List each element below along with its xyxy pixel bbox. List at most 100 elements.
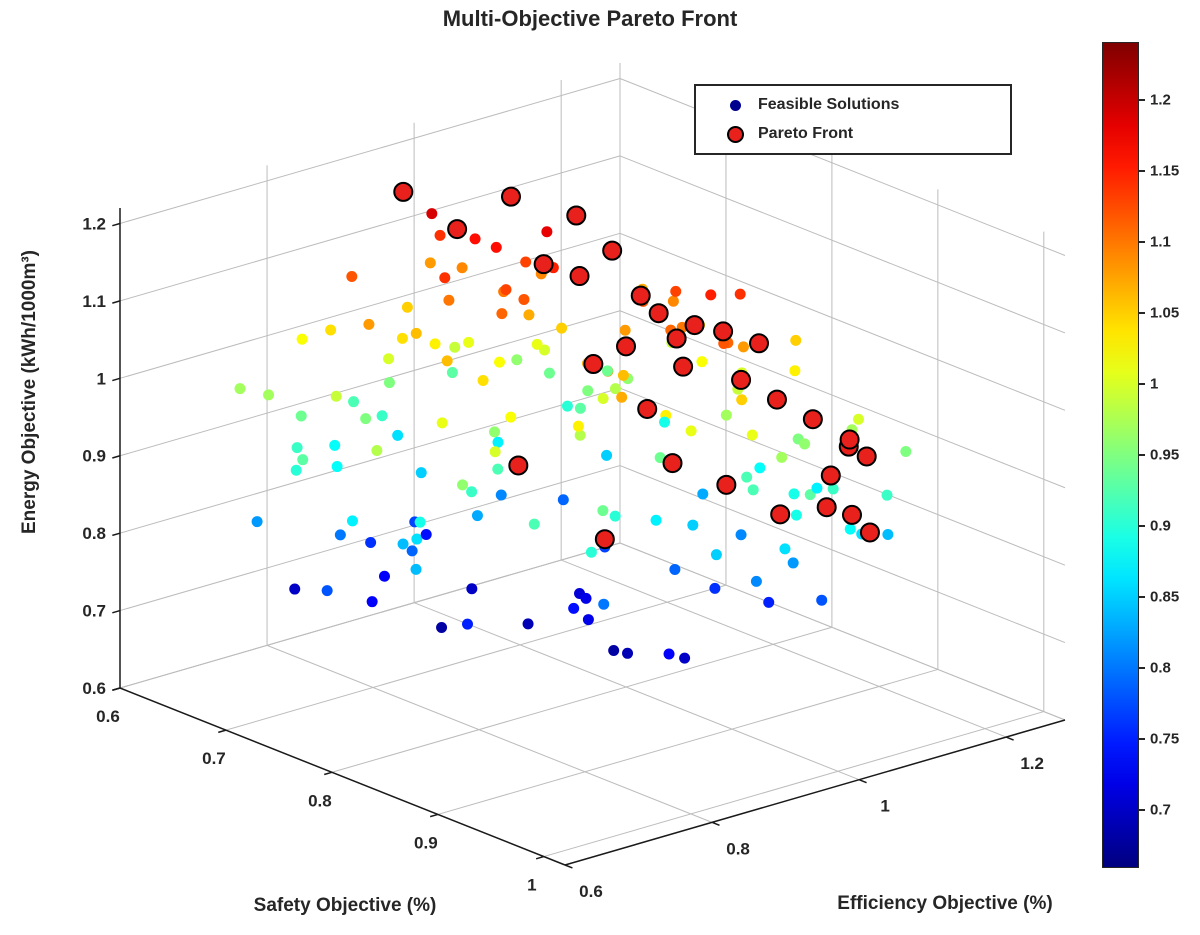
colorbar-tick — [1139, 525, 1145, 528]
scatter-point-feasible — [827, 483, 839, 495]
z-tick — [112, 377, 121, 382]
grid-line-x — [437, 668, 938, 815]
x-axis-line — [119, 687, 566, 866]
y-tick-label: 0.8 — [726, 839, 750, 858]
scatter-point-feasible — [263, 389, 275, 401]
scatter-point-pareto — [602, 240, 623, 261]
scatter-point-pareto — [630, 285, 651, 306]
scatter-point-feasible — [396, 332, 408, 344]
scatter-point-feasible — [429, 338, 441, 350]
box-edge — [619, 542, 1066, 721]
colorbar-tick — [1139, 667, 1145, 670]
scatter-point-pareto — [802, 409, 823, 430]
scatter-point-feasible — [397, 538, 409, 550]
scatter-point-feasible — [710, 549, 722, 561]
scatter-point-feasible — [734, 288, 746, 300]
scatter-point-feasible — [557, 494, 569, 506]
colorbar-tick-label: 1.1 — [1150, 233, 1171, 251]
scatter-point-feasible — [667, 295, 679, 307]
scatter-point-feasible — [334, 529, 346, 541]
z-tick — [112, 222, 121, 227]
scatter-point-feasible — [790, 509, 802, 521]
scatter-point-pareto — [566, 205, 587, 226]
scatter-point-feasible — [346, 270, 358, 282]
scatter-point-feasible — [568, 602, 580, 614]
scatter-point-feasible — [492, 463, 504, 475]
scatter-point-feasible — [531, 338, 543, 350]
scatter-point-feasible — [366, 596, 378, 608]
legend: Feasible Solutions Pareto Front — [694, 84, 1012, 155]
scatter-point-feasible — [462, 618, 473, 630]
scatter-point-feasible — [471, 510, 483, 522]
scatter-point-feasible — [705, 289, 717, 301]
colorbar-tick — [1139, 596, 1145, 599]
colorbar-tick — [1139, 738, 1145, 741]
scatter-point-feasible — [787, 557, 799, 569]
scatter-point-pareto — [820, 465, 841, 486]
z-tick-label: 0.7 — [82, 602, 106, 621]
x-tick — [324, 771, 333, 776]
scatter-point-feasible — [291, 442, 303, 454]
scatter-point-feasible — [523, 309, 535, 321]
scatter-point-pareto — [500, 186, 521, 207]
scatter-point-feasible — [622, 647, 634, 659]
scatter-point-feasible — [619, 324, 631, 336]
scatter-point-feasible — [789, 365, 801, 377]
scatter-point-pareto — [569, 266, 590, 287]
scatter-point-pareto — [393, 181, 414, 202]
scatter-point-feasible — [511, 354, 523, 366]
scatter-point-feasible — [321, 585, 333, 597]
scatter-point-feasible — [522, 618, 534, 630]
colorbar-tick — [1139, 382, 1145, 385]
scatter-point-feasible — [496, 308, 508, 320]
z-tick-label: 1.2 — [82, 214, 106, 233]
scatter-point-pareto — [841, 504, 862, 525]
y-tick — [858, 779, 867, 784]
scatter-point-pareto — [684, 315, 705, 336]
scatter-point-feasible — [436, 622, 448, 634]
colorbar-tick — [1139, 240, 1145, 243]
scatter-point-feasible — [650, 514, 662, 526]
z-tick — [112, 687, 121, 691]
scatter-point-feasible — [754, 462, 766, 474]
z-tick-label: 0.9 — [82, 447, 106, 466]
x-tick-label: 0.6 — [96, 707, 120, 726]
scatter-point-feasible — [443, 294, 455, 306]
y-tick-label: 1 — [880, 797, 889, 816]
scatter-point-feasible — [346, 515, 358, 527]
z-tick-label: 0.8 — [82, 524, 106, 543]
scatter-point-feasible — [580, 592, 592, 604]
z-axis-label: Energy Objective (kWh/1000m³) — [19, 249, 40, 535]
scatter-point-feasible — [617, 369, 629, 381]
scatter-point-feasible — [852, 413, 864, 425]
colorbar-tick — [1139, 311, 1145, 314]
z-tick — [112, 300, 121, 304]
scatter-point-feasible — [561, 400, 573, 412]
scatter-point-feasible — [669, 563, 681, 575]
scatter-point-pareto — [749, 333, 770, 354]
x-tick — [218, 729, 227, 734]
grid-line-x — [331, 626, 833, 773]
scatter-point-feasible — [608, 644, 620, 656]
grid-line-z — [619, 310, 1066, 489]
x-tick-label: 0.8 — [308, 791, 332, 810]
scatter-point-feasible — [663, 648, 675, 660]
z-tick — [112, 609, 121, 614]
scatter-point-feasible — [844, 523, 856, 535]
scatter-point-feasible — [574, 429, 586, 441]
scatter-point-feasible — [251, 516, 263, 528]
scatter-point-feasible — [439, 272, 451, 284]
scatter-point-feasible — [426, 208, 438, 220]
scatter-point-feasible — [446, 367, 458, 379]
scatter-point-feasible — [414, 516, 426, 528]
scatter-point-feasible — [371, 444, 383, 456]
scatter-point-feasible — [750, 575, 762, 587]
scatter-point-pareto — [816, 497, 837, 518]
scatter-point-feasible — [788, 488, 800, 500]
scatter-point-feasible — [609, 510, 621, 522]
scatter-point-feasible — [436, 417, 448, 429]
colorbar-tick — [1139, 169, 1145, 172]
z-tick-label: 0.6 — [82, 679, 106, 698]
scatter-point-feasible — [597, 505, 609, 517]
scatter-point-feasible — [456, 262, 468, 274]
